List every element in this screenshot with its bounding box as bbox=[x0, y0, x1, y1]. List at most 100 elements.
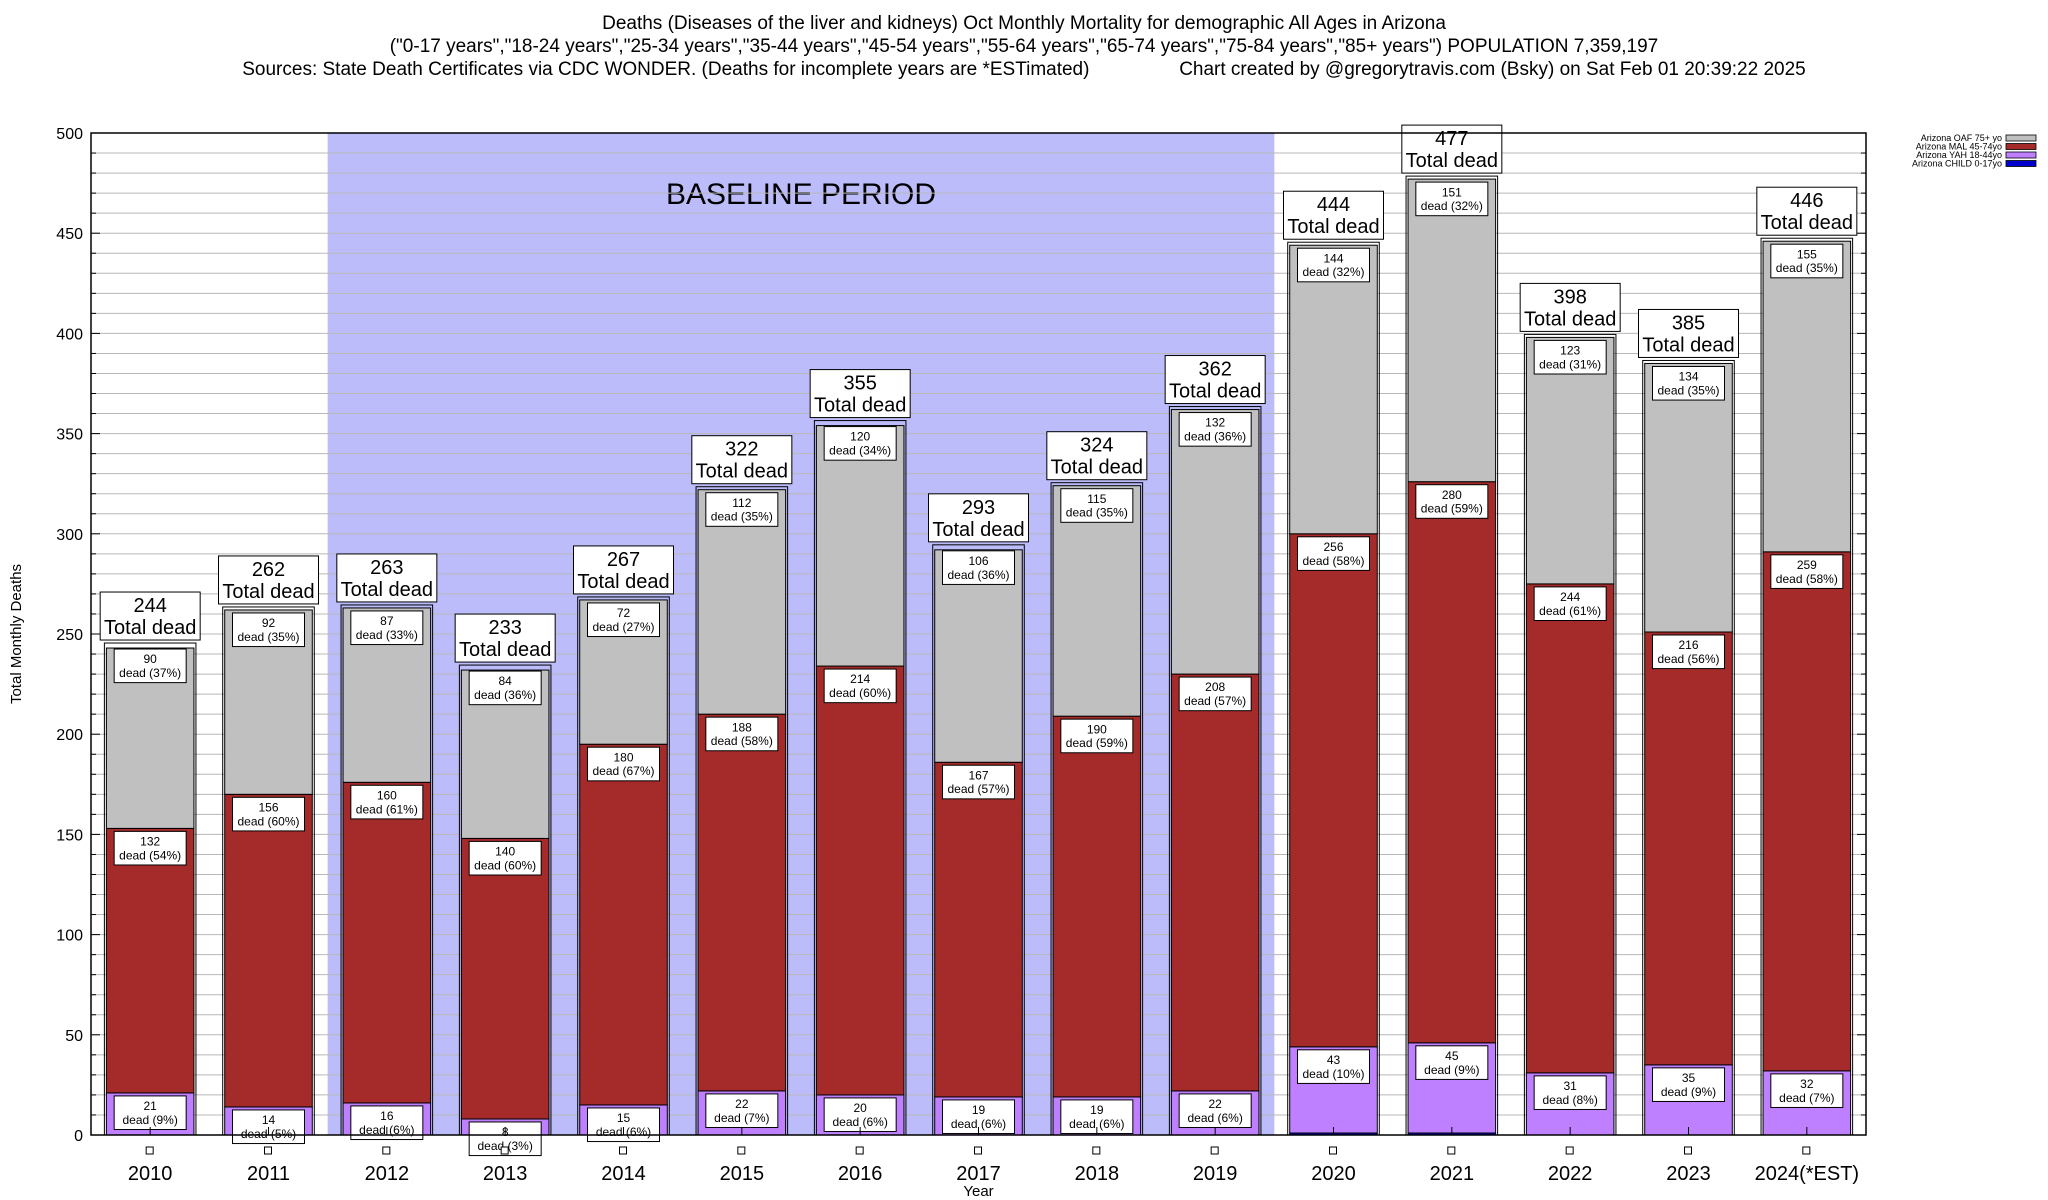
oaf-data-label-text: 134 bbox=[1678, 370, 1698, 384]
oaf-data-label-box bbox=[1178, 412, 1252, 447]
bar-segment-oaf bbox=[1170, 409, 1260, 675]
yah-data-label-text: 19 bbox=[972, 1103, 986, 1117]
oaf-data-label-text: 132 bbox=[1205, 416, 1225, 430]
bar-segment-mal bbox=[1407, 481, 1497, 1044]
bar-segment-oaf bbox=[697, 489, 787, 715]
bar-segment-mal bbox=[934, 761, 1023, 1098]
total-value: 267 bbox=[607, 549, 640, 571]
mal-data-label-text: 167 bbox=[968, 768, 988, 782]
total-label-text: Total dead bbox=[1287, 216, 1379, 238]
oaf-data-label-text: 112 bbox=[732, 496, 751, 510]
x-tick-label: 2017 bbox=[956, 1163, 1001, 1185]
mal-data-label-box bbox=[705, 716, 779, 752]
mal-data-label-text: 132 bbox=[140, 835, 160, 849]
oaf-data-label-text: 151 bbox=[1442, 185, 1462, 199]
bar-segment-oaf bbox=[934, 549, 1023, 763]
total-label-text: Total dead bbox=[1406, 150, 1498, 172]
oaf-data-label-text: dead (37%) bbox=[119, 666, 181, 680]
x-axis-title: Year bbox=[963, 1183, 993, 1200]
x-tick-label: 2024(*EST) bbox=[1755, 1163, 1860, 1185]
chart-title-block: Deaths (Diseases of the liver and kidney… bbox=[0, 12, 2048, 81]
y-tick-label: 50 bbox=[65, 1028, 83, 1045]
child-value-marker bbox=[974, 1146, 982, 1155]
oaf-data-label-box bbox=[705, 492, 779, 527]
mal-data-label-text: dead (57%) bbox=[1184, 694, 1246, 708]
yah-data-label-box bbox=[1652, 1067, 1725, 1102]
y-tick-label: 450 bbox=[56, 226, 83, 243]
oaf-data-label-box bbox=[1297, 247, 1370, 283]
mal-data-label-text: 188 bbox=[732, 720, 752, 734]
oaf-data-label-box bbox=[1652, 365, 1725, 401]
total-value: 324 bbox=[1080, 435, 1113, 457]
y-tick-label: 200 bbox=[56, 727, 83, 744]
x-tick-label: 2012 bbox=[365, 1163, 410, 1185]
mal-data-label-box bbox=[1415, 484, 1489, 519]
total-value: 233 bbox=[488, 617, 521, 639]
total-label-text: Total dead bbox=[814, 395, 906, 417]
oaf-data-label-text: 90 bbox=[143, 652, 157, 666]
total-label-text: Total dead bbox=[222, 581, 314, 603]
mal-data-label-text: 156 bbox=[258, 800, 278, 814]
x-tick-label: 2010 bbox=[128, 1163, 173, 1185]
total-label-box bbox=[1283, 190, 1384, 240]
yah-data-label-text: 45 bbox=[1445, 1049, 1459, 1063]
bar-segment-oaf bbox=[1052, 485, 1142, 717]
child-value-marker bbox=[1802, 1146, 1811, 1155]
bar-segment-mal bbox=[1052, 715, 1142, 1098]
yah-data-label-text: 14 bbox=[262, 1113, 276, 1127]
mal-data-label-box bbox=[1533, 586, 1607, 622]
legend-swatch bbox=[2005, 143, 2037, 150]
child-value-marker bbox=[1092, 1146, 1101, 1155]
mal-data-label-text: 256 bbox=[1323, 540, 1343, 554]
yah-data-label-text: dead (9%) bbox=[1424, 1063, 1479, 1077]
total-label-box bbox=[454, 613, 556, 663]
x-tick-label: 2022 bbox=[1548, 1163, 1593, 1185]
oaf-data-label-text: 120 bbox=[850, 430, 870, 444]
oaf-data-label-box bbox=[350, 610, 424, 646]
total-label-box bbox=[573, 545, 674, 595]
mal-data-label-text: 244 bbox=[1560, 590, 1580, 604]
oaf-data-label-text: 144 bbox=[1323, 251, 1343, 265]
total-label-text: Total dead bbox=[1761, 212, 1853, 234]
yah-data-label-box bbox=[1770, 1073, 1844, 1108]
oaf-data-label-box bbox=[1415, 181, 1489, 217]
mal-data-label-text: dead (59%) bbox=[1421, 502, 1483, 516]
plot-frame bbox=[90, 132, 1867, 1136]
total-value: 385 bbox=[1672, 312, 1705, 334]
total-label-box bbox=[691, 435, 793, 485]
oaf-data-label-text: dead (34%) bbox=[829, 444, 891, 458]
total-label-box bbox=[928, 493, 1029, 543]
total-label-box bbox=[336, 553, 438, 603]
mal-data-label-text: dead (61%) bbox=[1539, 604, 1601, 618]
oaf-data-label-text: dead (35%) bbox=[1657, 383, 1719, 397]
mal-data-label-text: dead (61%) bbox=[356, 802, 418, 816]
yah-data-label-text: dead (6%) bbox=[951, 1117, 1006, 1131]
x-tick-label: 2016 bbox=[838, 1163, 883, 1185]
yah-data-label-text: 21 bbox=[143, 1099, 157, 1113]
mal-data-label-box bbox=[1652, 634, 1725, 670]
yah-data-label-text: dead (10%) bbox=[1302, 1067, 1364, 1081]
yah-data-label-text: 32 bbox=[1800, 1077, 1814, 1091]
x-tick-label: 2014 bbox=[601, 1163, 646, 1185]
yah-data-label-text: dead (7%) bbox=[714, 1111, 769, 1125]
yah-data-label-text: dead (6%) bbox=[1069, 1117, 1124, 1131]
legend-label: Arizona OAF 75+ yo bbox=[1921, 133, 2002, 143]
yah-data-label-text: dead (9%) bbox=[122, 1113, 177, 1127]
